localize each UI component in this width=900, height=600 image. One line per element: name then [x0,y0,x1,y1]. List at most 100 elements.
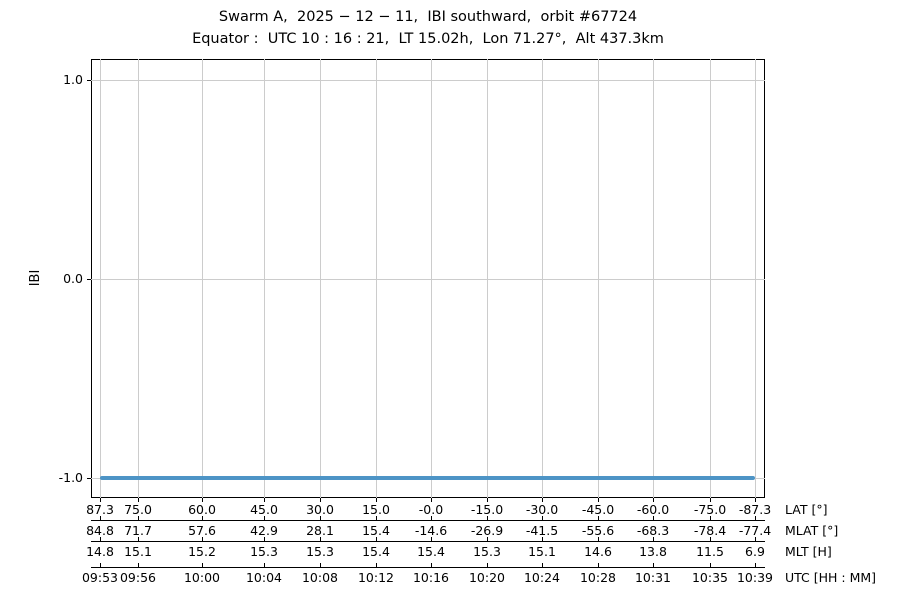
axis-row-value: 87.3 [86,501,114,517]
axis-row-tick-mark [202,537,203,541]
axis-row-tick-mark [100,537,101,541]
axis-row-value: 45.0 [250,501,278,517]
axis-row-value: -60.0 [636,501,670,517]
axis-row-tick-mark [755,563,756,567]
axis-row-tick-mark [264,563,265,567]
axis-row-tick-mark [653,563,654,567]
x-tick-mark [100,498,101,502]
x-tick-mark [653,498,654,502]
axis-row-value: 15.3 [250,544,278,559]
y-gridline [91,279,765,280]
axis-row-tick-mark [487,537,488,541]
x-tick-mark [376,498,377,502]
axis-row-value: -68.3 [636,522,670,538]
axis-row-value: 71.7 [124,522,152,538]
axis-row-value: 75.0 [124,501,152,517]
ibi-data-line [100,476,755,480]
x-tick-mark [487,498,488,502]
axis-row-tick-mark [138,563,139,567]
axis-row-value: 57.6 [188,522,216,538]
axis-row-value: -15.0 [470,501,504,517]
axis-row-tick-mark [710,537,711,541]
axis-row-value: 09:53 [81,569,119,585]
x-tick-mark [755,498,756,502]
y-tick-label: -1.0 [58,470,83,485]
axis-row-value: 10:00 [183,569,221,585]
axis-row-value: 10:04 [245,569,283,585]
axis-row-tick-mark [755,515,756,520]
axis-row-value: -30.0 [525,501,559,517]
axis-row-value: 15.4 [417,544,445,559]
plot-area [91,59,765,498]
axis-row-value: -41.5 [525,522,559,538]
x-tick-mark [264,498,265,502]
axis-row-value: 84.8 [86,522,114,538]
axis-row-tick-mark [487,515,488,520]
y-tick-mark [87,80,91,81]
x-gridline [138,59,139,498]
axis-row-value: 15.4 [362,522,390,538]
axis-row-tick-mark [376,515,377,520]
axis-row-value: -77.4 [738,522,772,538]
axis-row-tick-mark [264,537,265,541]
axis-row-value: 15.4 [362,544,390,559]
x-gridline [100,59,101,498]
axis-row-value: 10:16 [412,569,450,585]
chart-title: Swarm A, 2025 − 12 − 11, IBI southward, … [218,9,638,25]
axis-row-tick-mark [598,563,599,567]
axis-row-tick-mark [598,537,599,541]
axis-row-value: -87.3 [738,501,772,517]
axis-row-tick-mark [264,515,265,520]
axis-row-value: 09:56 [119,569,157,585]
x-gridline [598,59,599,498]
axis-row-tick-mark [542,537,543,541]
axis-row-tick-mark [100,515,101,520]
axis-row-value: -14.6 [414,522,448,538]
axis-row-tick-mark [320,537,321,541]
axis-row-spine [91,541,765,542]
axis-row-tick-mark [710,515,711,520]
axis-row-tick-mark [320,563,321,567]
axis-row-value: 14.8 [86,544,114,559]
axis-row-value: 10:20 [468,569,506,585]
axis-row-value: 42.9 [250,522,278,538]
axis-row-value: -75.0 [693,501,727,517]
axis-row-value: -0.0 [418,501,444,517]
x-tick-mark [320,498,321,502]
axis-row-value: 10:12 [357,569,395,585]
axis-row-value: -78.4 [693,522,727,538]
axis-row-label: MLAT [°] [785,522,839,538]
x-gridline [264,59,265,498]
chart-subtitle: Equator : UTC 10 : 16 : 21, LT 15.02h, L… [192,31,664,47]
axis-row-value: 10:35 [691,569,729,585]
axis-row-tick-mark [431,563,432,567]
x-gridline [653,59,654,498]
axis-row-tick-mark [202,515,203,520]
axis-row-label: UTC [HH : MM] [785,569,877,585]
axis-row-tick-mark [710,563,711,567]
axis-row-spine [91,519,765,521]
axis-row-value: 15.1 [528,544,556,559]
axis-row-tick-mark [376,537,377,541]
axis-row-tick-mark [542,563,543,567]
axis-row-value: 15.2 [188,544,216,559]
axis-row-tick-mark [431,537,432,541]
axis-row-label: MLT [H] [785,544,832,559]
axis-row-value: 15.0 [362,501,390,517]
x-gridline [755,59,756,498]
x-tick-mark [542,498,543,502]
axis-row-label: LAT [°] [785,501,828,517]
x-gridline [376,59,377,498]
axis-row-value: 30.0 [306,501,334,517]
axis-row-value: 10:28 [579,569,617,585]
x-tick-mark [202,498,203,502]
x-tick-mark [598,498,599,502]
x-gridline [431,59,432,498]
axis-row-value: 11.5 [696,544,724,559]
axis-row-tick-mark [100,563,101,567]
x-gridline [487,59,488,498]
axis-row-tick-mark [653,537,654,541]
y-gridline [91,80,765,81]
axis-row-spine [91,567,765,568]
